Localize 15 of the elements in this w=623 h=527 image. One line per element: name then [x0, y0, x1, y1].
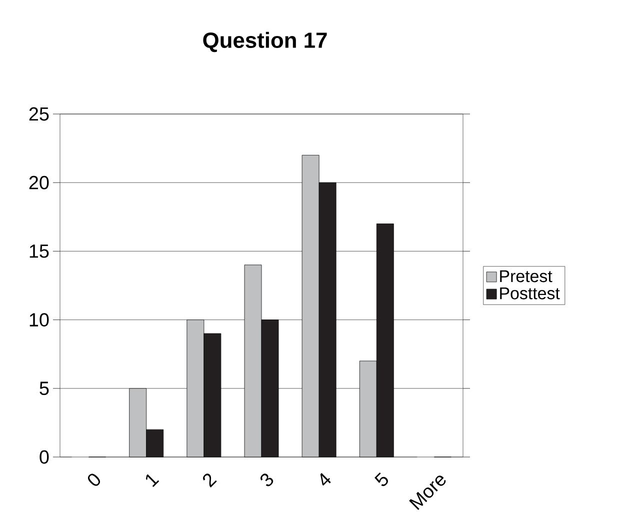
chart-title: Question 17 — [203, 32, 327, 52]
legend-label: Posttest — [500, 287, 560, 300]
legend-label: Pretest — [500, 270, 552, 282]
y-tick-label: 15 — [30, 244, 49, 258]
y-tick-label: 25 — [29, 107, 49, 121]
x-tick-label: 5 — [374, 472, 388, 486]
x-tick-label: 3 — [260, 474, 274, 486]
x-tick-label: 0 — [88, 474, 100, 486]
x-tick-label: 2 — [203, 474, 217, 488]
y-tick-label: 20 — [29, 176, 49, 190]
x-tick-label: 1 — [146, 474, 160, 487]
y-tick-label: 10 — [30, 313, 49, 327]
y-tick-label: 5 — [40, 382, 49, 396]
y-tick-label: 0 — [40, 450, 49, 464]
x-tick-label: 4 — [320, 473, 331, 486]
